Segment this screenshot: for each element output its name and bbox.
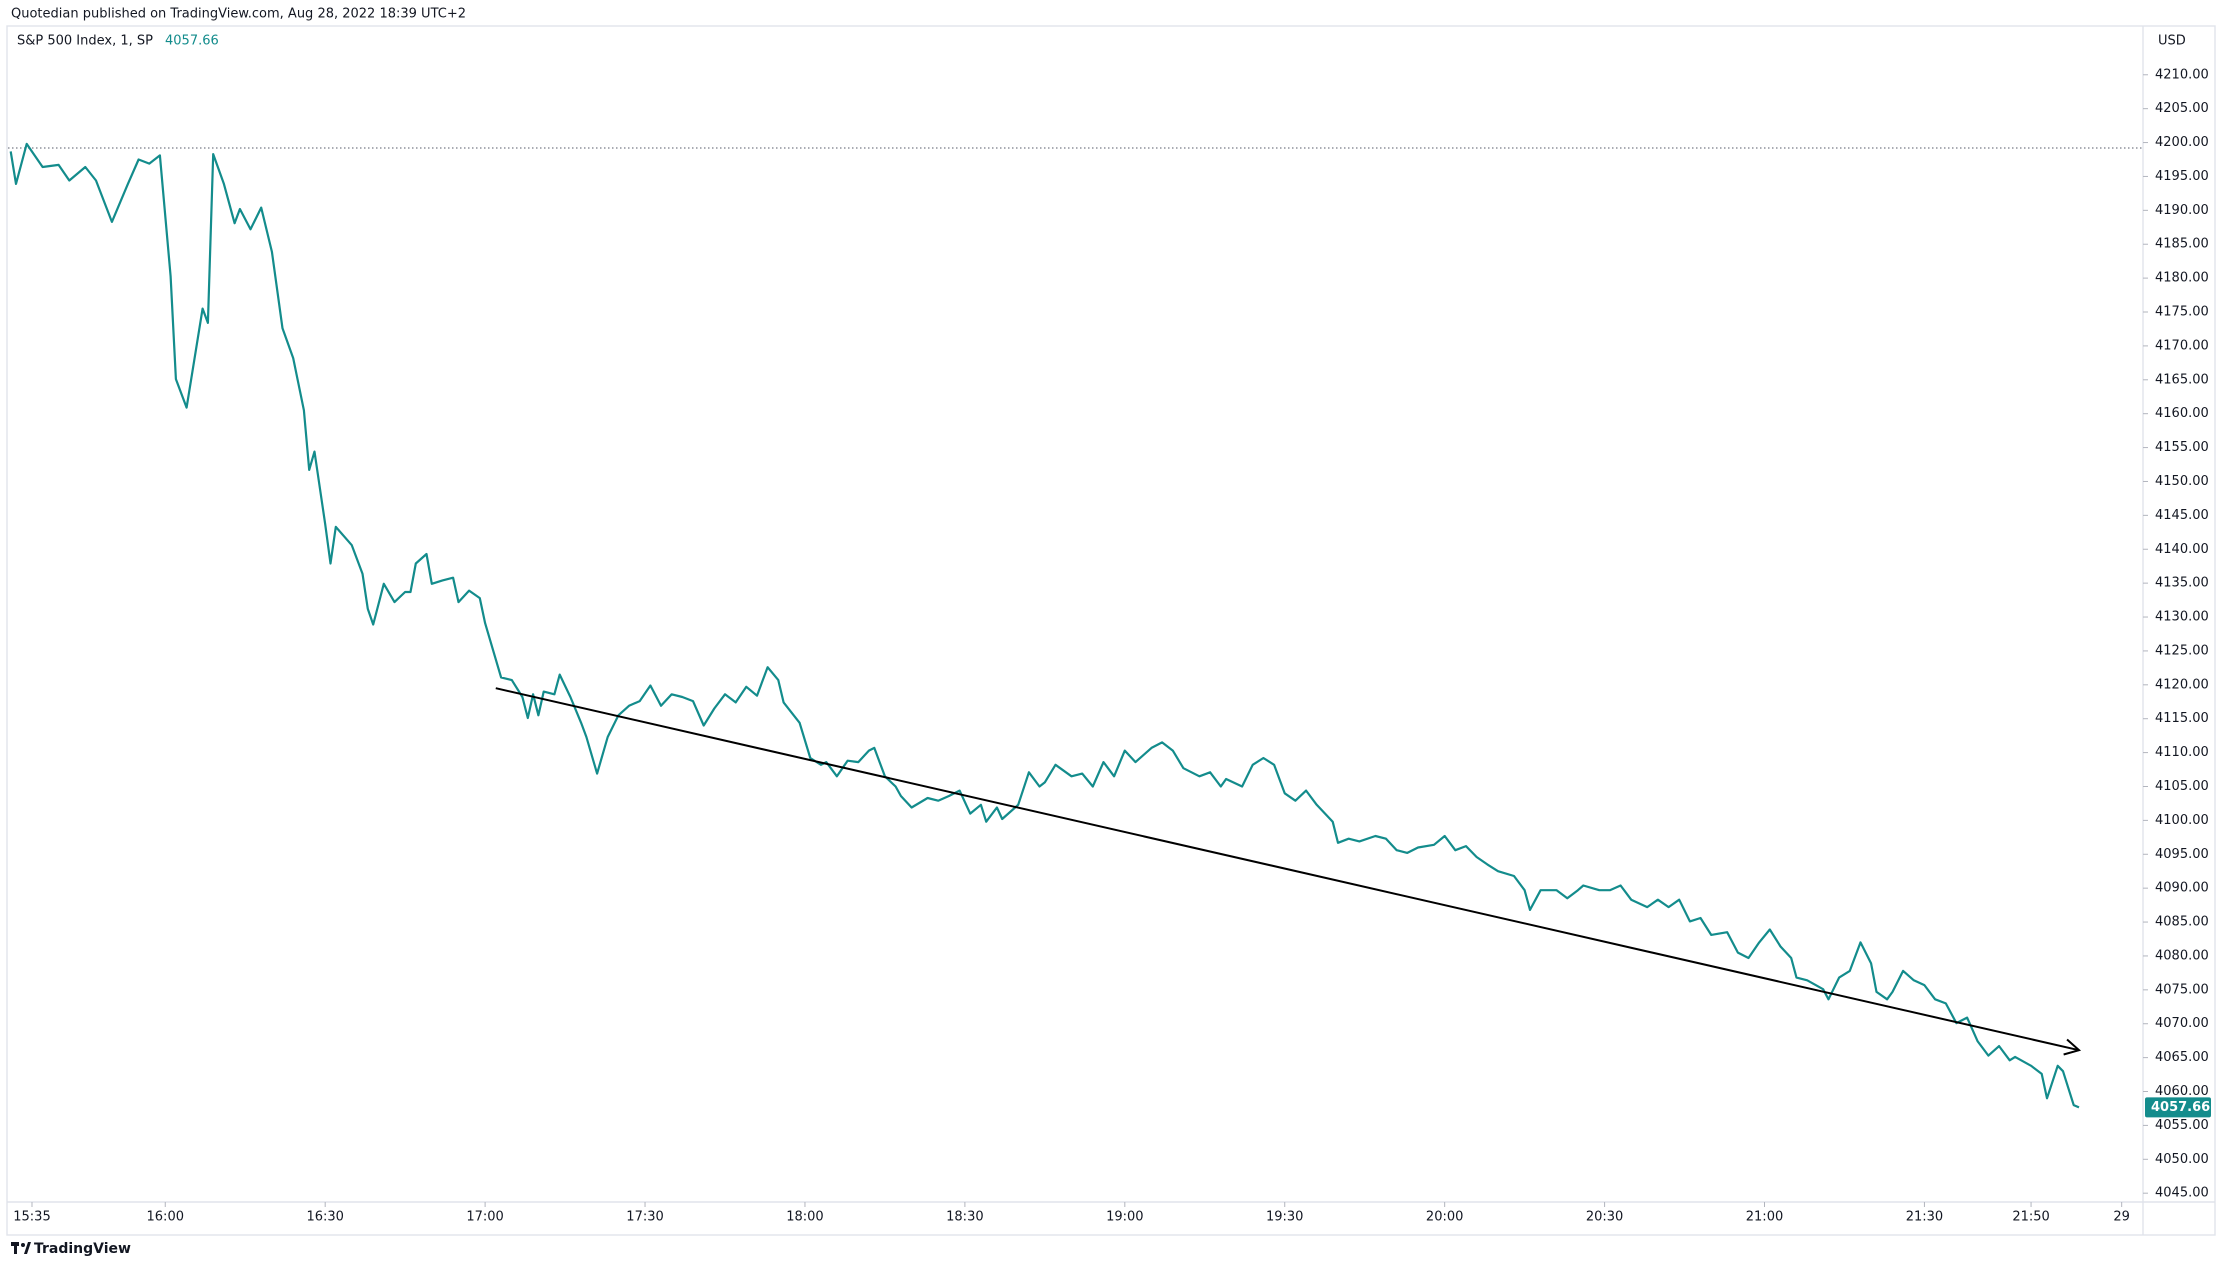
logo-part (14, 1242, 17, 1254)
y-tick-label: 4170.00 (2155, 338, 2209, 353)
x-tick-label: 21:30 (1906, 1210, 1943, 1225)
x-tick-label: 16:30 (306, 1210, 343, 1225)
y-tick-label: 4050.00 (2155, 1152, 2209, 1167)
last-value-label: 4057.66 (2151, 1100, 2210, 1115)
y-tick-label: 4095.00 (2155, 847, 2209, 862)
y-tick-label: 4150.00 (2155, 474, 2209, 489)
x-tick-label: 20:30 (1586, 1210, 1623, 1225)
x-tick-label: 15:35 (13, 1210, 50, 1225)
y-tick-label: 4160.00 (2155, 406, 2209, 421)
x-tick-label: 19:00 (1106, 1210, 1143, 1225)
currency: USD (2158, 34, 2186, 49)
y-tick-label: 4165.00 (2155, 372, 2209, 387)
price-line (9, 142, 2080, 1109)
x-tick-label: 19:30 (1266, 1210, 1303, 1225)
x-tick-label: 20:00 (1426, 1210, 1463, 1225)
x-tick-label: 16:00 (147, 1210, 184, 1225)
y-tick-label: 4155.00 (2155, 440, 2209, 455)
y-tick-label: 4045.00 (2155, 1186, 2209, 1201)
y-tick-label: 4135.00 (2155, 576, 2209, 591)
y-tick-label: 4175.00 (2155, 305, 2209, 320)
y-tick-label: 4115.00 (2155, 711, 2209, 726)
y-tick-label: 4060.00 (2155, 1084, 2209, 1099)
y-tick-label: 4140.00 (2155, 542, 2209, 557)
x-tick-label: 18:00 (786, 1210, 823, 1225)
x-tick-label: 17:00 (466, 1210, 503, 1225)
logo-part (24, 1242, 31, 1254)
header-value: 4057.66 (165, 34, 219, 49)
x-tick-label: 29 (2113, 1210, 2130, 1225)
y-tick-label: 4195.00 (2155, 169, 2209, 184)
y-tick-label: 4145.00 (2155, 508, 2209, 523)
y-tick-label: 4090.00 (2155, 881, 2209, 896)
y-tick-label: 4080.00 (2155, 948, 2209, 963)
last-value-box (2145, 1097, 2211, 1118)
y-tick-label: 4180.00 (2155, 271, 2209, 286)
series-title: S&P 500 Index, 1, SP (17, 34, 153, 49)
y-tick-label: 4070.00 (2155, 1016, 2209, 1031)
x-tick-label: 21:00 (1746, 1210, 1783, 1225)
x-tick-label: 21:50 (2012, 1210, 2049, 1225)
y-tick-label: 4185.00 (2155, 237, 2209, 252)
x-tick-label: 18:30 (946, 1210, 983, 1225)
y-tick-label: 4065.00 (2155, 1050, 2209, 1065)
brand-logo (11, 1242, 31, 1254)
y-tick-label: 4105.00 (2155, 779, 2209, 794)
y-tick-label: 4100.00 (2155, 813, 2209, 828)
y-tick-label: 4210.00 (2155, 67, 2209, 82)
trend-arrowhead (2063, 1038, 2082, 1056)
attribution: Quotedian published on TradingView.com, … (11, 7, 466, 22)
brand: TradingView (34, 1241, 131, 1257)
y-tick-label: 4120.00 (2155, 677, 2209, 692)
y-tick-label: 4110.00 (2155, 745, 2209, 760)
frame (6, 25, 2216, 1236)
y-tick-label: 4205.00 (2155, 101, 2209, 116)
trend-line (495, 687, 2080, 1052)
x-tick-label: 17:30 (626, 1210, 663, 1225)
y-tick-label: 4085.00 (2155, 915, 2209, 930)
logo-part (21, 1243, 25, 1247)
y-tick-label: 4125.00 (2155, 643, 2209, 658)
y-tick-label: 4055.00 (2155, 1118, 2209, 1133)
y-tick-label: 4200.00 (2155, 135, 2209, 150)
y-tick-label: 4190.00 (2155, 203, 2209, 218)
y-tick-label: 4130.00 (2155, 610, 2209, 625)
y-tick-label: 4075.00 (2155, 982, 2209, 997)
